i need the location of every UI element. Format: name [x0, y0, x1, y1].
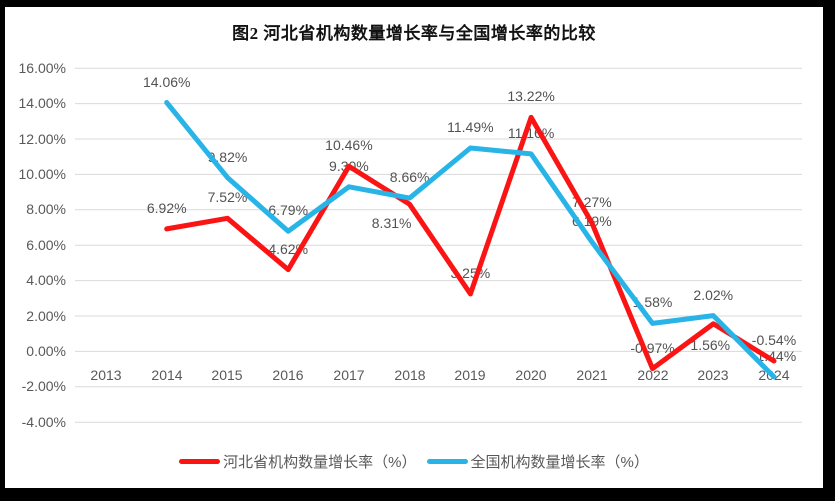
- y-tick-label: 14.00%: [18, 95, 66, 111]
- y-tick-label: 10.00%: [18, 166, 66, 182]
- x-tick-label: 2020: [515, 367, 547, 383]
- x-tick-label: 2014: [151, 367, 183, 383]
- x-tick-label: 2019: [454, 367, 486, 383]
- x-tick-label: 2017: [333, 367, 365, 383]
- chart-canvas: 16.00% 14.00% 12.00% 10.00% 8.00% 6.00% 4.00% 2…: [5, 7, 823, 488]
- y-tick-label: 6.00%: [26, 237, 66, 253]
- chart-title: 图2 河北省机构数量增长率与全国增长率的比较: [232, 24, 596, 43]
- data-label: 10.46%: [325, 137, 373, 154]
- legend-item-national: 全国机构数量增长率（%）: [426, 451, 649, 472]
- series-lines-layer: [164, 100, 777, 380]
- legend: 河北省机构数量增长率（%） 全国机构数量增长率（%）: [5, 451, 823, 472]
- data-label: 8.66%: [389, 169, 430, 186]
- x-tick-label: 2023: [697, 367, 729, 383]
- data-label: 14.06%: [142, 73, 191, 90]
- x-tick-label: 2021: [576, 367, 608, 383]
- legend-label-hebei: 河北省机构数量增长率（%）: [223, 454, 417, 471]
- legend-swatch-hebei: [179, 459, 221, 464]
- data-label: 1.56%: [690, 336, 731, 353]
- data-label: 9.82%: [207, 148, 248, 165]
- data-label: 8.31%: [371, 215, 412, 232]
- legend-item-hebei: 河北省机构数量增长率（%）: [179, 451, 417, 472]
- y-tick-label: 4.00%: [26, 272, 66, 288]
- data-label: 11.49%: [447, 119, 494, 136]
- data-label: 7.52%: [207, 189, 248, 206]
- y-tick-label: 2.00%: [26, 308, 66, 324]
- data-label: 6.79%: [268, 202, 309, 219]
- legend-label-national: 全国机构数量增长率（%）: [470, 454, 649, 471]
- data-label: 6.92%: [146, 199, 187, 216]
- series-line-national: [164, 100, 777, 380]
- y-tick-label: 16.00%: [18, 60, 66, 76]
- y-tick-label: 12.00%: [18, 131, 66, 147]
- y-tick-label: -4.00%: [21, 414, 66, 430]
- x-tick-label: 2015: [211, 367, 243, 383]
- y-tick-label: -2.00%: [21, 378, 66, 394]
- x-tick-label: 2022: [637, 367, 669, 383]
- legend-swatch-national: [426, 459, 468, 464]
- x-tick-label: 2013: [90, 367, 122, 383]
- x-tick-label: 2018: [394, 367, 426, 383]
- y-tick-label: 8.00%: [26, 201, 66, 217]
- y-tick-label: 0.00%: [26, 343, 66, 359]
- x-tick-label: 2016: [272, 367, 304, 383]
- data-label: 13.22%: [507, 88, 555, 105]
- series-line-hebei: [164, 114, 777, 372]
- data-label: 2.02%: [693, 286, 734, 303]
- data-label: -0.54%: [751, 331, 797, 348]
- labels-layer: 16.00% 14.00% 12.00% 10.00% 8.00% 6.00% 4.00% 2…: [5, 7, 823, 488]
